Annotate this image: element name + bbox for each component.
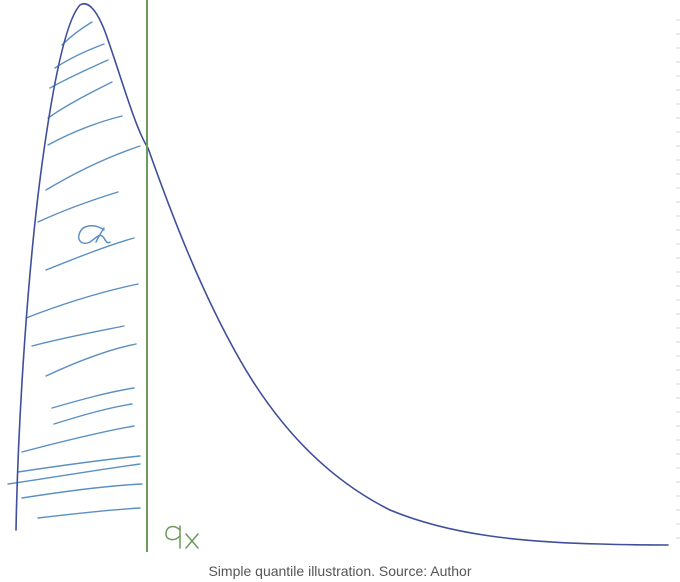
hatch-stroke [51,387,135,409]
density-curve [15,3,669,546]
hatch-stroke [45,237,135,271]
hatch-stroke [25,283,139,319]
quantile-label [165,525,199,549]
hatch-stroke [31,325,125,347]
figure-caption: Simple quantile illustration. Source: Au… [208,563,472,579]
quantile-illustration [7,0,680,552]
hatch-stroke [21,425,135,453]
hatch-stroke [47,81,113,119]
hatch-stroke [45,145,141,191]
hatch-stroke [53,403,133,425]
hatch-stroke [37,507,141,519]
hatch-stroke [7,463,141,485]
alpha-label [78,225,111,244]
hatch-stroke [45,343,137,377]
alpha-region-hatching [7,21,143,519]
hatch-stroke [37,191,119,223]
edge-ticks [676,19,680,539]
hatch-stroke [47,115,123,146]
hatch-stroke [21,483,143,499]
hatch-stroke [17,455,141,473]
